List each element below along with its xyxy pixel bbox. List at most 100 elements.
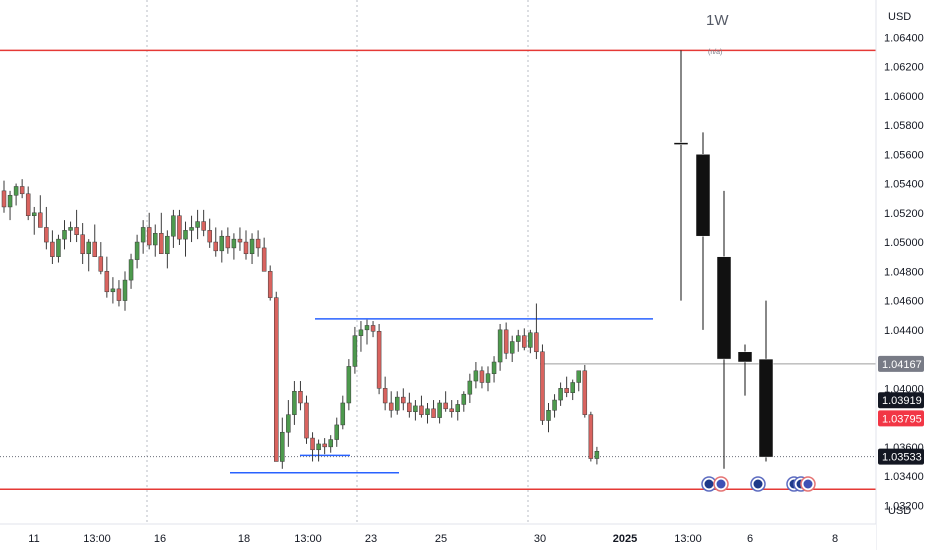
candle [461,391,467,412]
candle-body [98,256,104,272]
candle [62,220,67,250]
candle-body [25,193,31,216]
candle-body [346,366,352,404]
candle [522,328,527,351]
candle-body [413,405,418,412]
candle [68,221,73,243]
candle-body [473,370,479,382]
candle-body [13,186,19,196]
price-tick-label: 1.03200 [884,500,924,512]
candle [576,370,581,392]
candle-body [552,399,557,411]
candle-body [261,247,267,272]
candle-body [86,241,91,255]
candle [249,233,255,264]
candle-body [425,408,430,415]
time-axis[interactable]: 11 13:00 16 18 13:00 23 25 30 2025 13:00 6 8 [28,533,838,545]
candle [552,394,557,418]
time-tick-label: 13:00 [294,533,322,545]
candle [122,271,128,311]
time-tick-label: 8 [832,533,838,545]
candle-body [546,410,551,421]
candle [534,303,539,360]
candle [146,212,152,250]
candle [159,212,164,255]
candle-body [443,402,448,410]
economic-event-icon[interactable] [750,476,766,492]
candle-body [564,388,569,393]
candle [7,190,13,221]
currency-button-bottom[interactable]: USD [888,505,912,517]
candle [225,227,231,254]
candle [267,265,273,301]
candle [437,400,442,424]
candle [140,220,146,254]
candle [570,379,575,401]
candle [334,417,339,447]
candle-body [419,405,424,415]
event-markers[interactable] [701,476,816,492]
candle [19,179,25,199]
candle-body [304,402,309,439]
price-tick-label: 1.03400 [884,471,924,483]
candle-body [38,212,43,228]
candle [431,400,436,418]
candle-body [207,230,212,243]
currency-button-top[interactable]: USD [888,11,912,23]
candle [304,395,309,444]
timeframe-label: 1W [706,12,729,29]
time-tick-label: 11 [28,533,39,545]
candle-body [249,238,255,255]
candle [401,388,406,411]
candle [346,359,352,411]
candle-body [177,215,182,240]
time-tick-label: 25 [435,533,447,545]
price-badge-bg [878,410,924,427]
economic-event-icon[interactable] [800,476,816,492]
candle [564,376,569,398]
price-tick-label: 1.06200 [884,62,924,74]
candle-body [503,329,509,354]
economic-event-icon[interactable] [713,476,729,492]
candle-body [237,238,243,243]
candle [558,382,563,406]
weekly-candle [673,50,689,301]
candle [207,218,212,248]
candle [274,291,279,462]
candle [594,446,600,465]
weekly-candle-body [737,351,753,363]
candle [32,206,37,235]
candle [419,395,424,418]
event-dot [716,479,726,489]
candle-body [497,329,503,363]
candle-body [370,325,376,332]
candle-body [134,241,140,260]
candle-body [7,194,13,208]
candle [407,392,412,418]
candle [413,400,418,421]
weekly-candle [758,300,774,462]
candle-body [146,227,152,246]
candle-body [255,238,261,249]
price-badge-text: 1.03795 [882,413,922,425]
candle-body [588,414,594,459]
candle [183,221,188,257]
time-tick-label: 13:00 [83,533,111,545]
candle [467,373,473,403]
candle-body [449,408,454,412]
candle [491,356,497,383]
candle [80,223,85,264]
candle [376,323,382,395]
candle-body [116,288,122,301]
candle [298,381,303,411]
candle-body [122,279,128,301]
candle-body [516,335,521,342]
weekly-candle-body [673,142,689,145]
candle-body [298,391,303,404]
candle [104,256,110,298]
candle-body [50,241,55,257]
candle-body [431,408,436,418]
candle-body [455,404,460,412]
time-tick-label: 30 [534,533,546,545]
